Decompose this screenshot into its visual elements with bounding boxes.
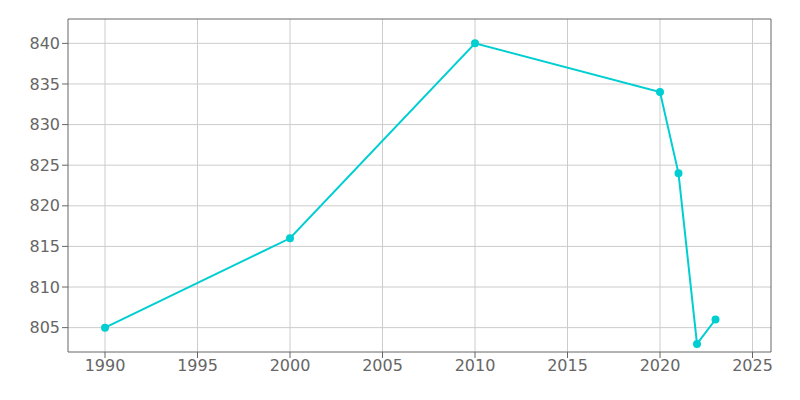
svg-text:2010: 2010 bbox=[455, 356, 496, 375]
svg-text:815: 815 bbox=[29, 237, 60, 256]
svg-text:825: 825 bbox=[29, 156, 60, 175]
svg-text:1990: 1990 bbox=[85, 356, 126, 375]
svg-text:2025: 2025 bbox=[732, 356, 773, 375]
svg-text:830: 830 bbox=[29, 115, 60, 134]
svg-text:835: 835 bbox=[29, 75, 60, 94]
svg-text:2005: 2005 bbox=[362, 356, 403, 375]
svg-text:2015: 2015 bbox=[547, 356, 588, 375]
svg-text:2000: 2000 bbox=[270, 356, 311, 375]
svg-text:805: 805 bbox=[29, 318, 60, 337]
svg-text:820: 820 bbox=[29, 196, 60, 215]
svg-text:810: 810 bbox=[29, 278, 60, 297]
svg-text:2020: 2020 bbox=[640, 356, 681, 375]
svg-text:1995: 1995 bbox=[177, 356, 218, 375]
svg-text:840: 840 bbox=[29, 34, 60, 53]
